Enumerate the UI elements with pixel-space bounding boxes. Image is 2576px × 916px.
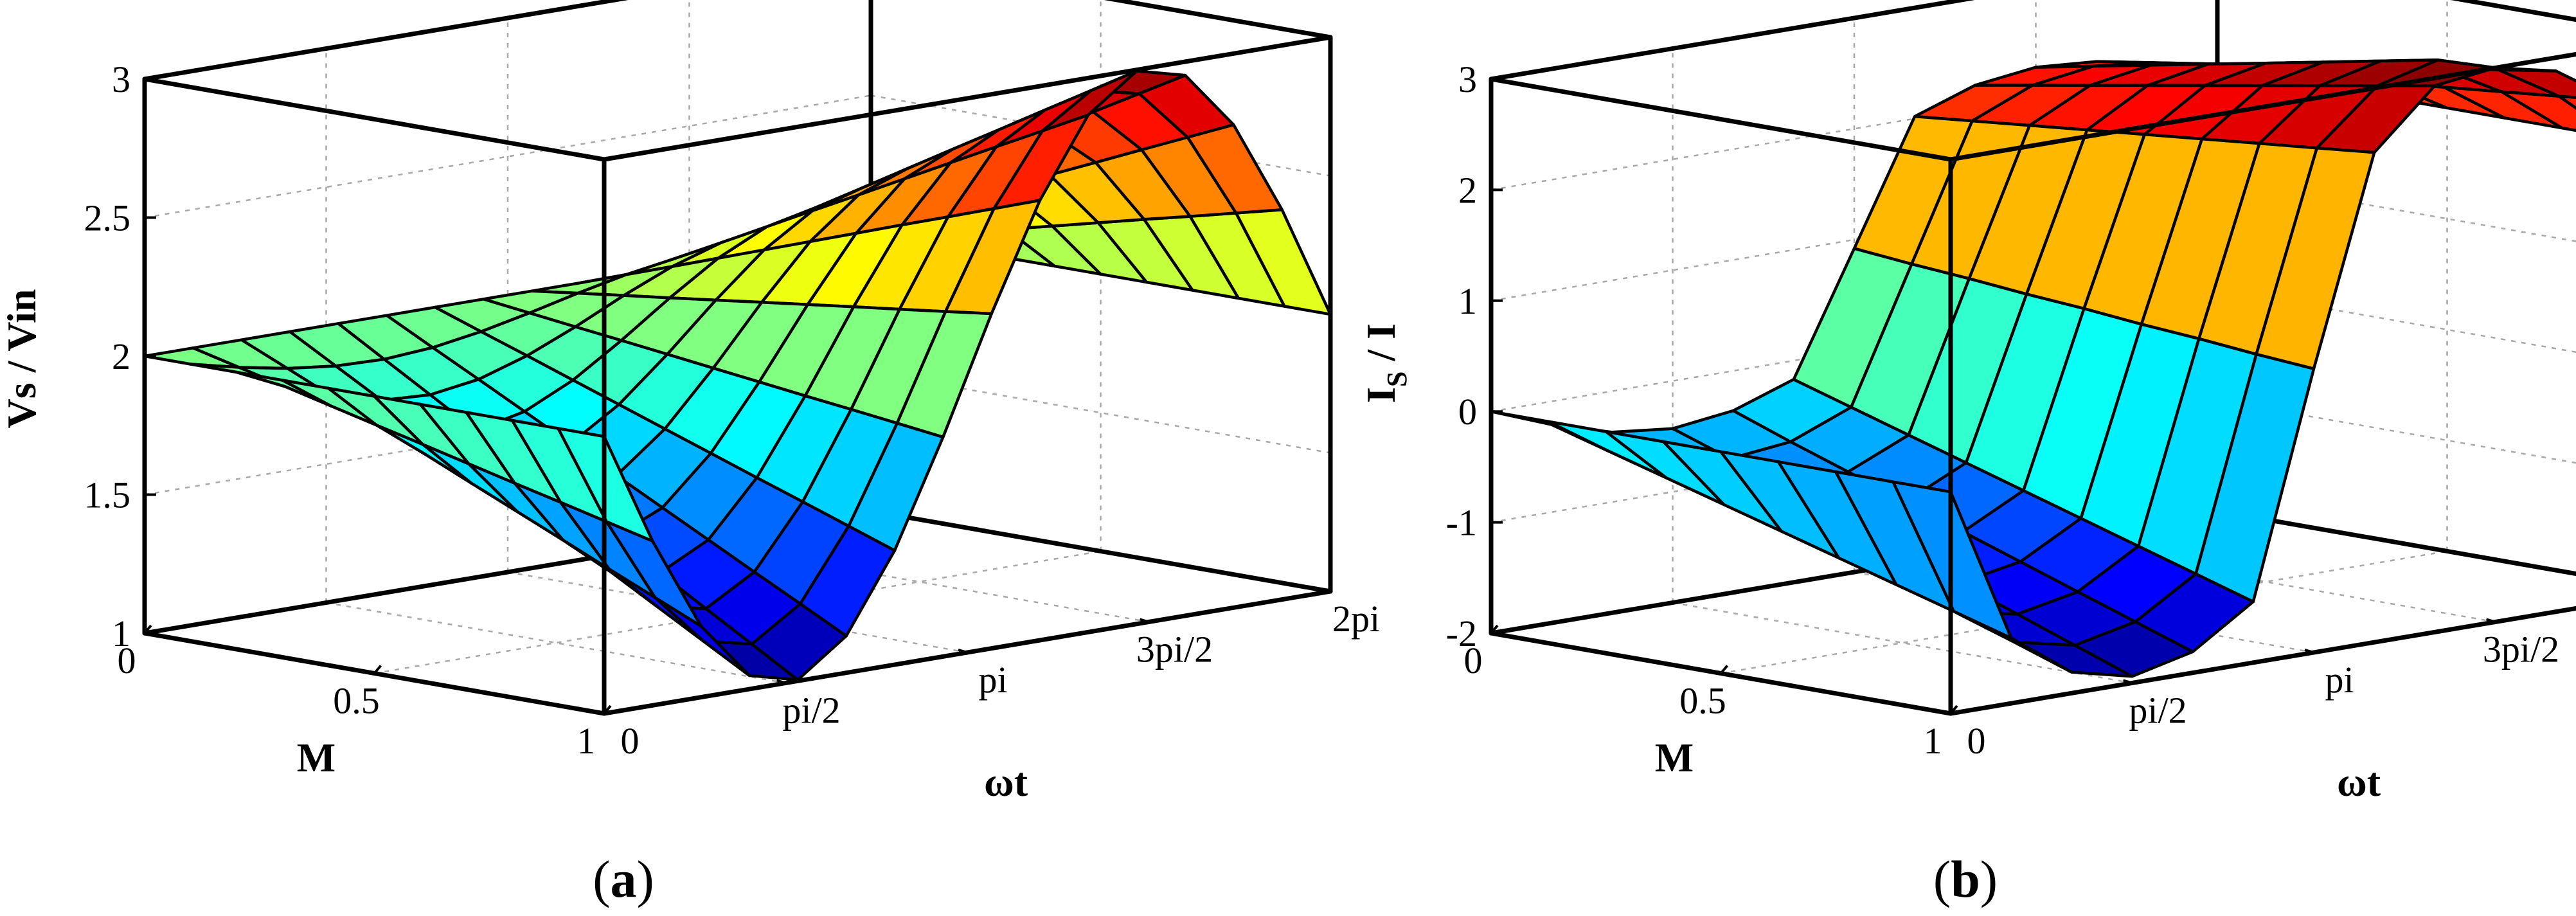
z-tick-label: 1 [1458, 280, 1477, 322]
x-axis-title-b: M [1655, 735, 1694, 780]
z-tick-label: 3 [1458, 58, 1477, 100]
front-box-edges-a [142, 35, 1333, 716]
y-tick-mark [2485, 618, 2496, 624]
box-edge-floor-back [868, 508, 1333, 594]
y-tick-label: pi/2 [782, 690, 840, 732]
front-box-edges-b [1489, 51, 2576, 716]
panel-label-b: (b) [1933, 850, 1998, 908]
z-tick-label: 0 [1458, 391, 1477, 433]
surface-patch [2557, 94, 2576, 110]
z-tick-label: 3 [112, 58, 130, 100]
x-tick-mark [1719, 665, 1729, 674]
y-tick-mark [1321, 588, 1331, 593]
panel-paren-close-b: ) [1980, 850, 1998, 908]
x-tick-mark [143, 624, 152, 634]
y-axis-title-a: ωt [984, 759, 1028, 805]
box-edge-floor-back [2215, 508, 2576, 577]
z-axis-title-b-rest: / I [1358, 323, 1404, 372]
box-edge-top-front [142, 76, 607, 162]
y-tick-label: pi [2325, 659, 2354, 701]
x-tick-label: 0 [1464, 640, 1483, 681]
box-edge-top-back [2450, 0, 2576, 22]
panel-label-a: (a) [593, 850, 654, 908]
y-tick-label: 0 [621, 720, 640, 762]
y-tick-mark [1941, 710, 1951, 715]
z-axis-title-b-main: I [1358, 387, 1404, 403]
box-edge-top-back [1104, 0, 1333, 40]
y-axis-title-b: ωt [2337, 759, 2381, 805]
box-edge-top-left [1489, 0, 1975, 82]
surface-mesh-a [143, 69, 1332, 681]
box-edge-top-left [142, 0, 629, 82]
panel-paren-close-a: ) [637, 850, 654, 908]
panel-paren-open-a: ( [593, 850, 610, 908]
x-tick-label: 0 [118, 640, 136, 681]
panel-paren-open-b: ( [1933, 850, 1951, 908]
y-tick-label: pi [978, 659, 1007, 701]
y-tick-label: 0 [1967, 720, 1986, 762]
x-tick-label: 1 [577, 720, 596, 762]
panel-letter-b: b [1951, 850, 1980, 908]
x-tick-mark [603, 705, 612, 715]
y-tick-mark [1139, 618, 1150, 624]
x-tick-mark [1490, 624, 1499, 634]
y-tick-label: 3pi/2 [2483, 629, 2559, 670]
box-edge-top-right [602, 35, 1333, 162]
y-tick-mark [595, 710, 605, 715]
z-tick-label: 2 [1458, 169, 1477, 211]
x-tick-mark [1949, 705, 1958, 715]
surface-mesh-b [1489, 58, 2576, 678]
y-tick-label: 3pi/2 [1136, 629, 1213, 670]
box-edge-top-right [1948, 51, 2576, 162]
y-tick-mark [2304, 649, 2314, 654]
z-axis-title-b-sub: S [1381, 372, 1413, 387]
y-tick-mark [776, 679, 787, 685]
z-tick-label: 2 [112, 336, 130, 377]
z-axis-title-b: IS / I [1358, 323, 1413, 403]
y-tick-label: 2pi [1332, 598, 1380, 640]
y-tick-mark [2122, 679, 2133, 685]
z-grid-back-wall [2458, 0, 2576, 21]
z-tick-label: -1 [1446, 502, 1477, 544]
z-tick-label: 1.5 [84, 474, 131, 516]
y-tick-label: pi/2 [2129, 690, 2187, 732]
x-tick-mark [373, 665, 382, 674]
y-tick-mark [958, 649, 968, 654]
x-tick-label: 0.5 [333, 680, 380, 722]
z-tick-label: 1 [112, 613, 130, 654]
x-tick-label: 0.5 [1679, 680, 1726, 722]
x-axis-title-a: M [297, 735, 335, 780]
panel-letter-a: a [611, 850, 637, 908]
box-edge-top-front [1489, 76, 1953, 162]
x-tick-label: 1 [1924, 720, 1942, 762]
z-axis-title-a: Vs / Vin [0, 289, 44, 429]
z-tick-label: -2 [1446, 613, 1477, 654]
z-tick-label: 2.5 [84, 197, 131, 239]
